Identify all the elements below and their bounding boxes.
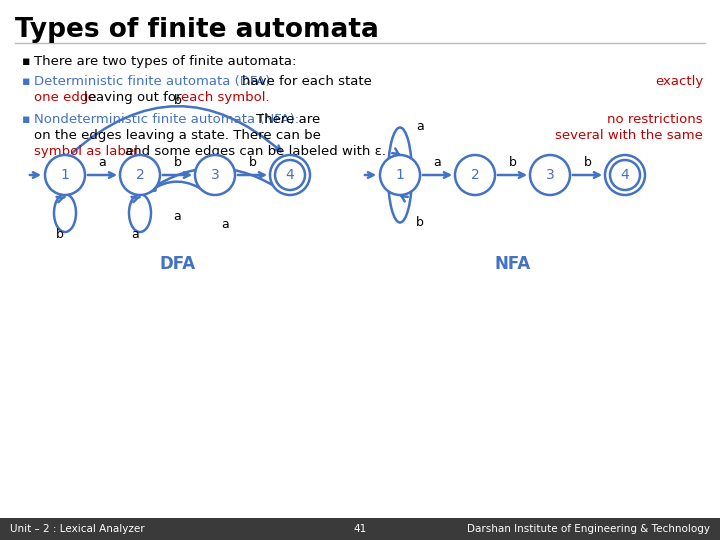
Text: a: a [131,228,139,241]
Text: DFA: DFA [159,255,196,273]
Text: a: a [416,120,424,133]
Text: There are: There are [256,113,320,126]
Text: b: b [248,157,256,170]
Text: Darshan Institute of Engineering & Technology: Darshan Institute of Engineering & Techn… [467,524,710,534]
Circle shape [195,155,235,195]
Text: have for each state: have for each state [242,75,372,88]
Text: leaving out for: leaving out for [84,91,181,104]
Text: 4: 4 [286,168,294,182]
Circle shape [45,155,85,195]
Text: and some edges can be labeled with ε.: and some edges can be labeled with ε. [125,145,386,158]
Text: ▪: ▪ [22,113,30,126]
Circle shape [270,155,310,195]
Text: a: a [99,157,107,170]
Text: exactly: exactly [654,75,703,88]
Circle shape [530,155,570,195]
Text: several with the same: several with the same [555,129,703,142]
Text: 3: 3 [546,168,554,182]
Text: a: a [221,219,229,232]
Text: 1: 1 [60,168,69,182]
Text: on the edges leaving a state. There can be: on the edges leaving a state. There can … [34,129,321,142]
Text: b: b [174,157,181,170]
Text: NFA: NFA [495,255,531,273]
Text: each symbol.: each symbol. [181,91,269,104]
Text: a: a [174,211,181,224]
Text: b: b [56,228,64,241]
Text: 2: 2 [471,168,480,182]
Text: 3: 3 [211,168,220,182]
Text: a: a [433,157,441,170]
Text: 4: 4 [621,168,629,182]
Text: Nondeterministic finite automata (NFA):: Nondeterministic finite automata (NFA): [34,113,299,126]
Circle shape [605,155,645,195]
Text: 1: 1 [395,168,405,182]
Text: Types of finite automata: Types of finite automata [15,17,379,43]
Text: b: b [174,93,181,106]
Text: Unit – 2 : Lexical Analyzer: Unit – 2 : Lexical Analyzer [10,524,145,534]
Text: one edge: one edge [34,91,96,104]
Circle shape [455,155,495,195]
Text: no restrictions: no restrictions [608,113,703,126]
Circle shape [380,155,420,195]
Text: ▪: ▪ [22,55,30,68]
Text: ▪: ▪ [22,75,30,88]
Text: 41: 41 [354,524,366,534]
Bar [0,518,720,540]
Text: b: b [416,217,424,230]
Circle shape [120,155,160,195]
Text: There are two types of finite automata:: There are two types of finite automata: [34,55,297,68]
Text: b: b [508,157,516,170]
Text: b: b [584,157,591,170]
Text: Deterministic finite automata (DFA):: Deterministic finite automata (DFA): [34,75,275,88]
Text: symbol as label: symbol as label [34,145,138,158]
Text: 2: 2 [135,168,145,182]
